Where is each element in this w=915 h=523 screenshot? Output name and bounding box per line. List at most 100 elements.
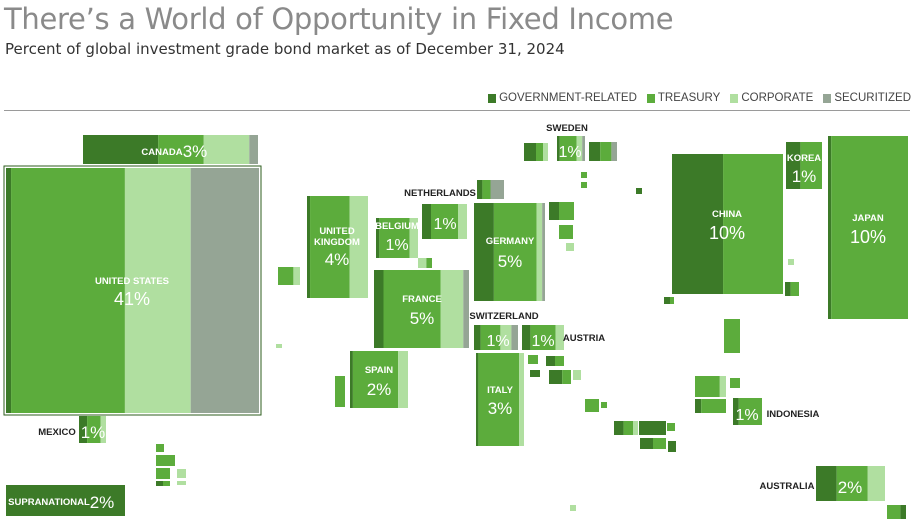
belgium-tile <box>376 218 418 258</box>
minor-market-tile-22 <box>667 423 675 431</box>
label-supranational: SUPRANATIONAL 2% <box>8 493 114 512</box>
japan-tile <box>828 136 908 319</box>
legend-label-government-related: GOVERNMENT-RELATED <box>499 92 637 104</box>
minor-market-tile-27 <box>724 319 740 353</box>
china-tile-segment-1 <box>723 154 783 294</box>
country-pct-united-kingdom: 4% <box>325 250 350 269</box>
minor-market-tile-24 <box>668 441 676 452</box>
legend-item-securitized: SECURITIZED <box>823 92 911 104</box>
minor-market-tile-18 <box>585 399 599 412</box>
japan-tile-segment-1 <box>831 136 908 319</box>
minor-market-tile-39-segment-0 <box>887 505 901 519</box>
minor-market-tile-10-segment-0 <box>559 225 573 239</box>
legend-label-securitized: SECURITIZED <box>834 92 911 104</box>
spain-tile-segment-0 <box>350 351 353 408</box>
minor-market-tile-29 <box>785 282 799 296</box>
minor-market-tile-27-segment-0 <box>724 319 740 353</box>
country-pct-belgium: 1% <box>385 237 408 254</box>
italy-tile-segment-1 <box>478 353 520 446</box>
country-name-canada: CANADA <box>141 147 182 158</box>
minor-market-tile-0-segment-1 <box>293 267 300 285</box>
country-pct-australia: 2% <box>838 478 863 497</box>
australia-tile-segment-2 <box>867 466 885 501</box>
spain-tile <box>350 351 408 408</box>
minor-market-tile-25-segment-0 <box>570 505 576 511</box>
france-tile-segment-0 <box>374 270 384 348</box>
netherlands-tile-segment-1 <box>431 204 458 239</box>
united-kingdom-tile-segment-1 <box>310 196 350 298</box>
minor-market-tile-26-segment-0 <box>664 297 670 304</box>
switzerland-tile-segment-3 <box>511 325 518 350</box>
sweden-tile-segment-3 <box>582 136 585 161</box>
country-pct-austria: 1% <box>531 333 554 350</box>
germany-tile-segment-3 <box>542 203 545 301</box>
minor-market-tile-5 <box>524 143 548 161</box>
country-name-sweden: SWEDEN <box>546 123 588 134</box>
country-name-mexico: MEXICO <box>38 427 75 438</box>
minor-market-tile-31-segment-0 <box>730 378 740 388</box>
austria-tile-segment-0 <box>522 325 531 350</box>
label-sweden: SWEDEN 1% <box>546 123 588 161</box>
country-pct-korea: 1% <box>792 167 817 186</box>
united-states-frame <box>3 165 262 416</box>
minor-market-tile-1-segment-0 <box>276 344 282 348</box>
country-name-switzerland: SWITZERLAND <box>469 311 538 322</box>
netherlands-tile-segment-2 <box>458 204 467 239</box>
minor-market-tile-19 <box>601 402 607 408</box>
minor-market-tile-6-segment-0 <box>589 142 601 161</box>
minor-market-tile-37 <box>156 481 170 486</box>
minor-market-tile-16-segment-0 <box>549 370 563 384</box>
minor-market-tile-17 <box>573 370 581 380</box>
minor-market-tile-18-segment-0 <box>585 399 599 412</box>
label-switzerland: SWITZERLAND 1% <box>469 311 538 350</box>
austria-tile <box>522 325 564 350</box>
legend-item-treasury: TREASURY <box>646 92 720 104</box>
united-states-tile-segment-3 <box>190 168 259 413</box>
minor-market-tile-23-segment-0 <box>640 438 653 449</box>
germany-tile <box>474 203 545 301</box>
sweden-tile-segment-0 <box>557 136 560 161</box>
indonesia-tile-segment-0 <box>733 398 739 425</box>
label-germany: GERMANY 5% <box>486 236 535 271</box>
netherlands-tile <box>422 204 467 239</box>
sweden-tile-segment-2 <box>576 136 583 161</box>
minor-market-tile-8-segment-0 <box>581 182 587 188</box>
minor-market-tile-19-segment-0 <box>601 402 607 408</box>
canada-tile <box>83 135 258 164</box>
minor-market-tile-32 <box>695 399 726 413</box>
minor-market-tile-20-segment-2 <box>633 421 638 435</box>
austria-tile-segment-2 <box>555 325 564 350</box>
france-tile-segment-3 <box>463 270 469 348</box>
minor-market-tile-3-segment-0 <box>418 258 427 268</box>
country-name-belgium: BELGIUM <box>375 221 419 232</box>
mexico-tile <box>79 416 106 443</box>
minor-market-tile-37-segment-0 <box>156 481 163 486</box>
country-pct-switzerland: 1% <box>486 333 509 350</box>
minor-market-tile-25 <box>570 505 576 511</box>
minor-market-tile-8 <box>581 182 587 188</box>
minor-market-tile-5-segment-1 <box>536 143 544 161</box>
supranational-tile <box>6 485 125 516</box>
country-name-united-states: UNITED STATES <box>95 276 169 287</box>
legend-item-corporate: CORPORATE <box>730 92 813 104</box>
minor-market-tile-0-segment-0 <box>278 267 294 285</box>
united-kingdom-tile <box>307 196 368 298</box>
belgium-tile-segment-1 <box>379 218 410 258</box>
minor-market-tile-4 <box>477 180 504 199</box>
minor-market-tile-12-segment-0 <box>636 188 642 194</box>
mexico-tile-segment-2 <box>100 416 106 443</box>
country-name-united-kingdom-line-0: UNITED <box>319 226 355 237</box>
minor-market-tile-6-segment-2 <box>611 142 617 161</box>
legend-item-government-related: GOVERNMENT-RELATED <box>488 92 637 104</box>
minor-market-tile-14-segment-0 <box>546 356 555 366</box>
minor-market-tile-6-segment-1 <box>600 142 612 161</box>
minor-market-tile-34-segment-0 <box>156 455 175 466</box>
france-tile-segment-1 <box>383 270 441 348</box>
minor-market-tile-39 <box>887 505 906 519</box>
australia-tile <box>816 466 885 501</box>
minor-market-tile-5-segment-0 <box>524 143 536 161</box>
france-tile-segment-2 <box>440 270 464 348</box>
united-states-tile-segment-1 <box>11 168 125 413</box>
country-pct-indonesia: 1% <box>735 407 758 424</box>
